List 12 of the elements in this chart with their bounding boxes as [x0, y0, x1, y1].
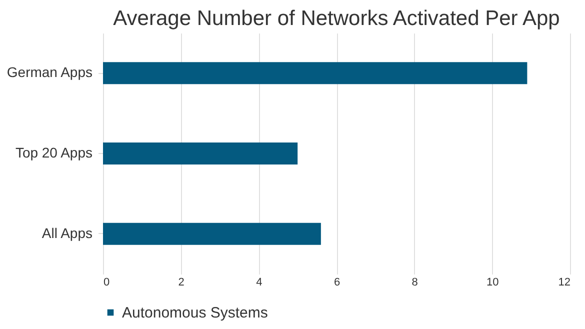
y-tick-label: All Apps: [42, 224, 92, 241]
x-tick-label: 10: [486, 276, 499, 288]
y-tick-label: German Apps: [6, 64, 92, 80]
legend-label: Autonomous Systems: [122, 304, 268, 322]
x-tick-label: 12: [558, 276, 570, 288]
x-tick-label: 8: [412, 276, 418, 288]
x-tick-label: 2: [178, 276, 184, 288]
x-tick-label: 0: [104, 276, 110, 288]
x-tick-label: 6: [334, 276, 340, 288]
y-tick-label: Top 20 Apps: [15, 144, 92, 160]
chart-title: Average Number of Networks Activated Per App: [113, 7, 560, 30]
x-tick-label: 4: [256, 276, 262, 288]
